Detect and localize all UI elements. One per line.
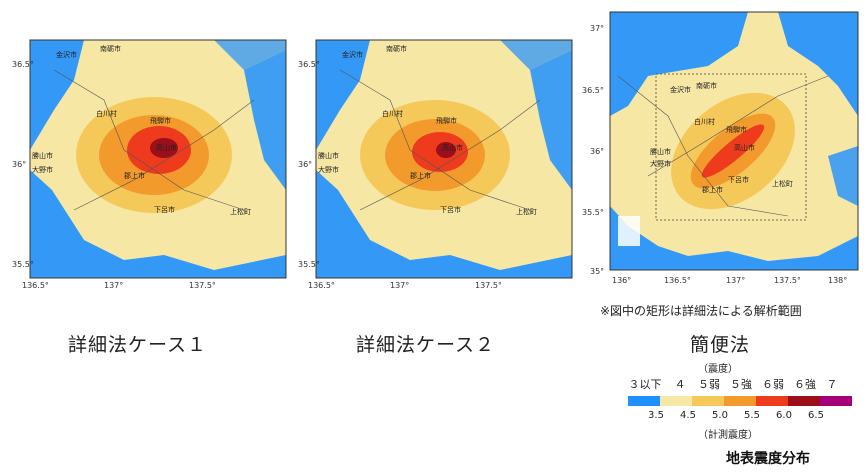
city-label: 上松町 [772, 179, 793, 188]
map-panel-simple: 37° 36.5° 36° 35.5° 35° 136° 136.5° 137°… [582, 6, 864, 288]
x-tick: 138° [828, 276, 847, 285]
y-tick: 35.5° [298, 260, 320, 269]
measured-value: 5.0 [712, 410, 728, 421]
city-label: 高山市 [156, 143, 177, 152]
measured-value: 4.5 [680, 410, 696, 421]
map-panel-case1: 36.5° 36° 35.5° 136.5° 137° 137.5° 金沢市 南… [12, 39, 304, 292]
intensity-label: ７ [826, 378, 838, 391]
intensity-label: ６強 [794, 378, 816, 391]
color-swatch [820, 396, 852, 406]
measured-value: 5.5 [744, 410, 760, 421]
city-label: 金沢市 [670, 85, 691, 94]
y-tick: 35.5° [582, 208, 604, 217]
x-tick: 136.5° [308, 281, 335, 290]
caption-case1: 詳細法ケース１ [68, 334, 208, 356]
city-label: 南砺市 [100, 44, 121, 53]
city-label: 下呂市 [440, 205, 461, 214]
city-label: 飛騨市 [150, 116, 171, 125]
city-label: 勝山市 [318, 151, 339, 160]
city-label: 大野市 [318, 165, 339, 174]
y-tick: 36° [12, 160, 26, 169]
city-label: 金沢市 [56, 50, 77, 59]
analysis-range-note: ※図中の矩形は詳細法による解析範囲 [600, 304, 802, 318]
city-label: 南砺市 [696, 81, 717, 90]
city-label: 高山市 [442, 143, 463, 152]
city-label: 大野市 [650, 159, 671, 168]
x-tick: 136.5° [22, 281, 49, 290]
intensity-label: ５強 [730, 378, 752, 391]
color-swatch [756, 396, 788, 406]
city-label: 郡上市 [410, 171, 431, 180]
city-label: 勝山市 [32, 151, 53, 160]
figure-title: 地表震度分布 [726, 451, 810, 467]
city-label: 白川村 [382, 109, 403, 118]
y-tick: 36° [590, 147, 604, 156]
color-swatch [628, 396, 660, 406]
city-label: 飛騨市 [726, 125, 747, 134]
intensity-label: ６弱 [762, 378, 784, 391]
map-panel-case2: 36.5° 36° 35.5° 136.5° 137° 137.5° 金沢市 南… [298, 39, 590, 292]
city-label: 郡上市 [702, 185, 723, 194]
measured-value: 6.5 [808, 410, 824, 421]
map-case2: 36.5° 36° 35.5° 136.5° 137° 137.5° 金沢市 南… [298, 39, 573, 290]
y-tick: 35° [590, 267, 604, 276]
caption-case2: 詳細法ケース２ [356, 334, 496, 356]
city-label: 下呂市 [154, 205, 175, 214]
map-simple: 37° 36.5° 36° 35.5° 35° 136° 136.5° 137°… [582, 11, 859, 285]
x-tick: 137.5° [774, 276, 801, 285]
y-tick: 35.5° [12, 260, 34, 269]
y-tick: 37° [590, 24, 604, 33]
measured-value: 6.0 [776, 410, 792, 421]
city-label: 大野市 [32, 165, 53, 174]
y-tick: 36.5° [12, 60, 34, 69]
x-tick: 136.5° [664, 276, 691, 285]
x-tick: 137° [390, 281, 409, 290]
x-tick: 137° [726, 276, 745, 285]
city-label: 白川村 [96, 109, 117, 118]
color-swatch [692, 396, 724, 406]
legend-header-measured: （計測震度） [698, 430, 758, 441]
x-tick: 136° [612, 276, 631, 285]
city-label: 上松町 [516, 207, 537, 216]
city-label: 飛騨市 [436, 116, 457, 125]
color-swatch [660, 396, 692, 406]
legend-header-intensity: （震度） [698, 364, 738, 375]
intensity-label: ４ [674, 378, 686, 391]
city-label: 高山市 [734, 143, 755, 152]
color-swatch [788, 396, 820, 406]
intensity-label: ３以下 [628, 378, 662, 391]
measured-value: 3.5 [648, 410, 664, 421]
city-label: 下呂市 [728, 175, 749, 184]
color-bar [628, 396, 852, 406]
city-label: 上松町 [230, 207, 251, 216]
city-label: 郡上市 [124, 171, 145, 180]
city-label: 南砺市 [386, 44, 407, 53]
y-tick: 36° [298, 160, 312, 169]
color-swatch [724, 396, 756, 406]
map-case1: 36.5° 36° 35.5° 136.5° 137° 137.5° 金沢市 南… [12, 39, 287, 290]
x-tick: 137.5° [475, 281, 502, 290]
x-tick: 137° [104, 281, 123, 290]
city-label: 白川村 [694, 117, 715, 126]
intensity-legend: （震度） ３以下 ４ ５弱 ５強 ６弱 ６強 ７ 3.5 4.5 5.0 5.5… [628, 360, 858, 444]
y-tick: 36.5° [298, 60, 320, 69]
city-label: 勝山市 [650, 147, 671, 156]
intensity-label: ５弱 [698, 378, 720, 391]
caption-simple: 簡便法 [690, 334, 751, 356]
x-tick: 137.5° [189, 281, 216, 290]
y-tick: 36.5° [582, 86, 604, 95]
city-label: 金沢市 [342, 50, 363, 59]
